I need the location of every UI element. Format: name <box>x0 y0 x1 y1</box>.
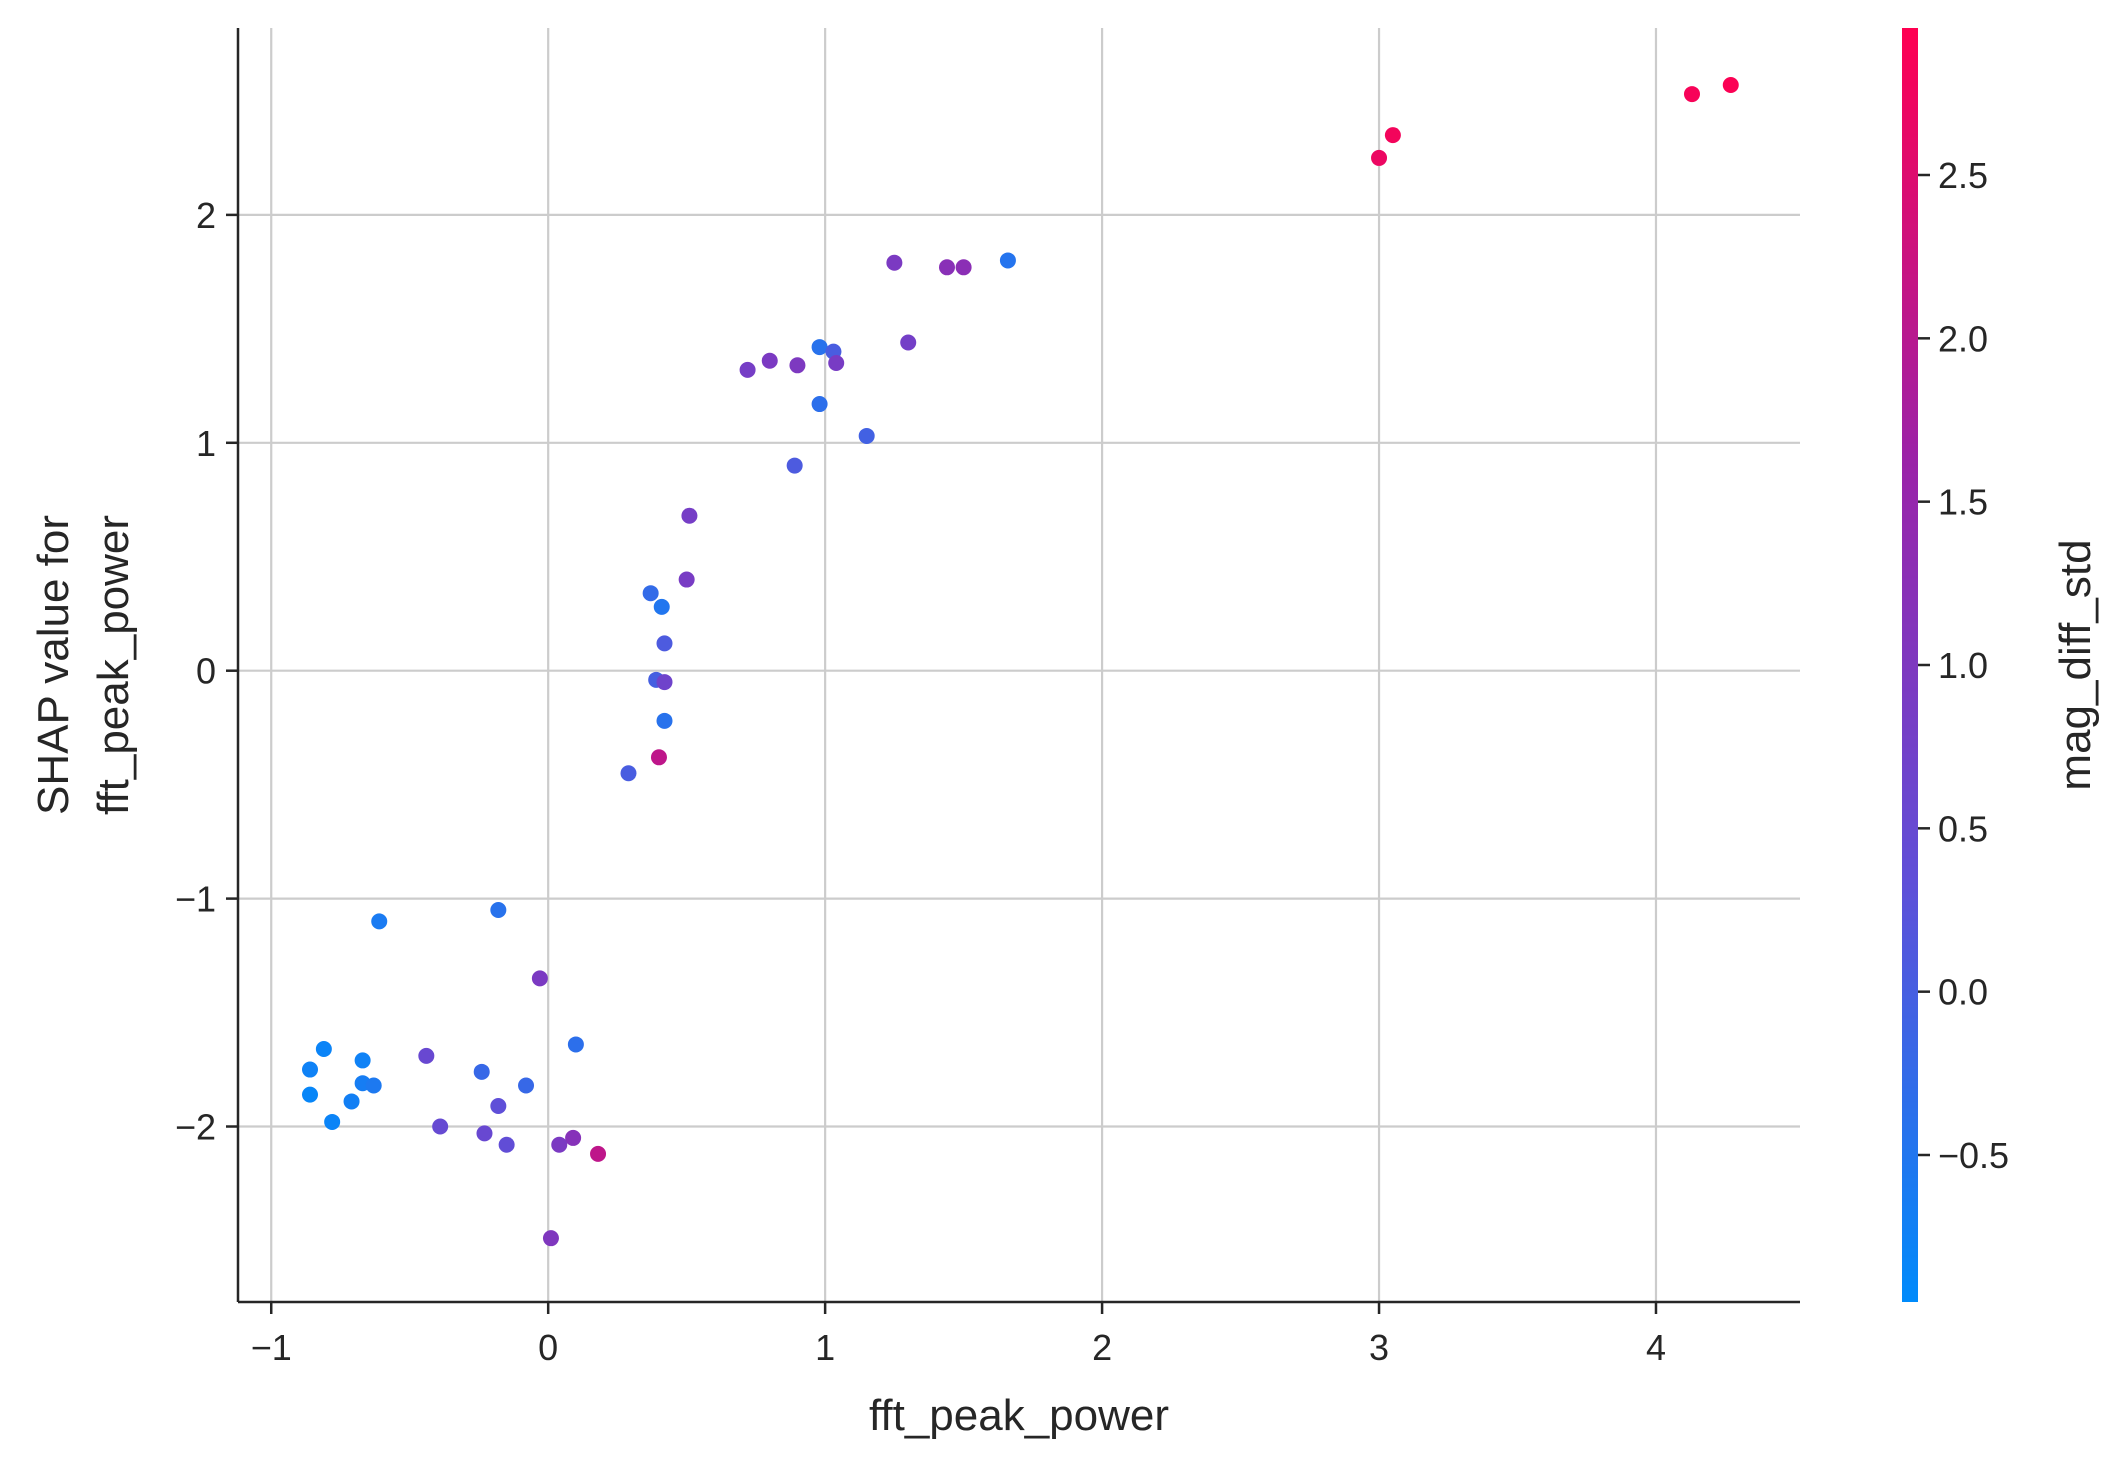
data-point <box>938 259 955 276</box>
data-point <box>590 1145 607 1162</box>
colorbar-tick-label: 1.5 <box>1938 482 1988 523</box>
data-point <box>490 902 507 918</box>
data-point <box>811 339 828 356</box>
data-point <box>302 1086 319 1103</box>
data-point <box>418 1047 435 1064</box>
grid <box>238 28 1800 1302</box>
x-tick-label: 2 <box>1092 1327 1112 1368</box>
data-point <box>999 252 1016 269</box>
y-axis-title-line-2: fft_peak_power <box>89 515 138 815</box>
data-points <box>302 76 1739 1247</box>
x-axis-title: fft_peak_power <box>869 1391 1169 1440</box>
data-point <box>531 970 548 987</box>
data-point <box>811 396 828 413</box>
y-tick-label: −2 <box>175 1107 216 1148</box>
axes <box>236 28 1800 1304</box>
data-point <box>653 598 670 615</box>
data-point <box>1371 149 1388 166</box>
colorbar-tick-label: 2.0 <box>1938 318 1988 359</box>
data-point <box>354 1052 371 1069</box>
x-tick-label: 1 <box>815 1327 835 1368</box>
data-point <box>886 254 903 271</box>
data-point <box>473 1063 490 1080</box>
y-ticks: −2 −1 0 1 2 <box>175 195 238 1148</box>
x-tick-label: 0 <box>538 1327 558 1368</box>
data-point <box>1384 127 1401 144</box>
data-point <box>739 361 756 378</box>
data-point <box>490 1098 507 1114</box>
data-point <box>761 352 778 369</box>
colorbar-tick-label: −0.5 <box>1938 1135 2009 1176</box>
x-tick-label: −1 <box>251 1327 292 1368</box>
data-point <box>365 1077 382 1094</box>
x-tick-label: 3 <box>1369 1327 1389 1368</box>
data-point <box>302 1061 319 1078</box>
colorbar: −0.5 0.0 0.5 1.0 1.5 2.0 2.5 mag_diff_std <box>1902 28 2100 1302</box>
colorbar-gradient <box>1902 28 1918 1302</box>
colorbar-ticks: −0.5 0.0 0.5 1.0 1.5 2.0 2.5 <box>1918 155 2009 1176</box>
data-point <box>315 1041 332 1058</box>
y-axis-title: SHAP value for fft_peak_power <box>29 515 138 815</box>
data-point <box>789 357 806 374</box>
data-point <box>858 427 875 444</box>
data-point <box>343 1093 360 1110</box>
data-point <box>900 334 917 351</box>
data-point <box>498 1136 515 1153</box>
data-point <box>786 457 803 474</box>
data-point <box>656 712 673 729</box>
colorbar-tick-label: 0.0 <box>1938 972 1988 1013</box>
data-point <box>518 1077 535 1094</box>
data-point <box>476 1125 493 1142</box>
data-point <box>1683 86 1700 103</box>
y-tick-label: 1 <box>196 423 216 464</box>
data-point <box>620 765 637 782</box>
y-tick-label: 2 <box>196 195 216 236</box>
data-point <box>542 1230 559 1247</box>
data-point <box>567 1036 584 1053</box>
colorbar-tick-label: 2.5 <box>1938 155 1988 196</box>
y-tick-label: 0 <box>196 651 216 692</box>
y-tick-label: −1 <box>175 879 216 920</box>
data-point <box>656 635 673 652</box>
data-point <box>371 913 388 930</box>
colorbar-tick-label: 0.5 <box>1938 808 1988 849</box>
data-point <box>650 749 667 766</box>
data-point <box>681 507 698 524</box>
data-point <box>1722 76 1739 93</box>
data-point <box>432 1118 449 1135</box>
data-point <box>955 259 972 276</box>
data-point <box>656 674 673 691</box>
x-ticks: −1 0 1 2 3 4 <box>251 1302 1666 1368</box>
data-point <box>828 355 845 372</box>
data-point <box>642 585 659 602</box>
data-point <box>565 1129 582 1146</box>
y-axis-title-line-1: SHAP value for <box>29 515 78 815</box>
data-point <box>678 571 695 588</box>
data-point <box>324 1113 341 1130</box>
data-point <box>551 1136 568 1153</box>
x-tick-label: 4 <box>1646 1327 1666 1368</box>
colorbar-label: mag_diff_std <box>2051 539 2100 790</box>
colorbar-tick-label: 1.0 <box>1938 645 1988 686</box>
